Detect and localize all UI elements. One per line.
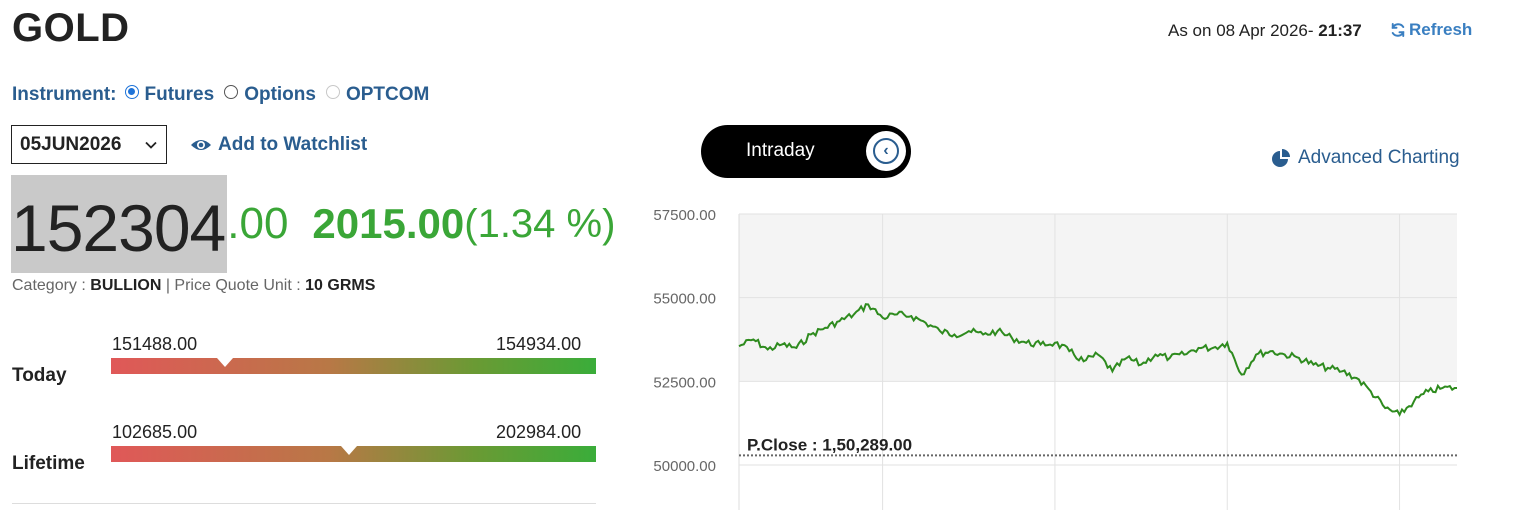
price-quote-unit-label: Price Quote Unit : <box>174 277 306 294</box>
optcom-radio[interactable] <box>325 85 340 99</box>
watchlist-label: Add to Watchlist <box>218 134 368 155</box>
divider <box>12 503 596 504</box>
chart-x-ticks: 11:30 14:30 17:30 20:30 <box>864 507 1418 510</box>
today-high: 154934.00 <box>496 334 582 354</box>
chart-y-ticks: 57500.00 55000.00 52500.00 50000.00 <box>653 207 716 475</box>
last-price-decimal: .00 <box>227 199 289 248</box>
chart-y-tick-label: 52500.00 <box>653 374 716 391</box>
chart-y-tick-label: 57500.00 <box>653 207 716 224</box>
refresh-icon <box>1391 23 1405 37</box>
lifetime-range-label: Lifetime <box>12 453 85 474</box>
category-label: Category : <box>12 277 91 294</box>
futures-label[interactable]: Futures <box>144 84 215 105</box>
previous-close-label: P.Close : 1,50,289.00 <box>747 435 912 454</box>
expiry-value: 05JUN2026 <box>20 133 122 155</box>
refresh-button[interactable]: Refresh <box>1389 20 1472 40</box>
instrument-selector: Instrument: Futures Options OPTCOM <box>12 84 431 106</box>
chart-x-tick-label: 17:30 <box>1208 507 1246 510</box>
today-range-bar <box>111 358 596 374</box>
chart-y-tick-label: 55000.00 <box>653 291 716 308</box>
expiry-select[interactable]: 05JUN2026 <box>11 125 167 164</box>
eye-icon <box>191 140 211 150</box>
price-change: 2015.00 <box>312 200 465 247</box>
today-range-label: Today <box>12 365 67 386</box>
lifetime-range-marker <box>340 446 357 455</box>
today-range-marker <box>216 358 233 367</box>
separator: | <box>161 277 175 294</box>
refresh-label: Refresh <box>1409 20 1473 39</box>
intraday-switch-button[interactable]: ‹ <box>866 131 906 171</box>
price-series-line <box>738 303 1457 418</box>
as-on-prefix: As on 08 Apr 2026- <box>1168 21 1319 40</box>
category-value: BULLION <box>90 277 162 294</box>
price-quote-unit-value: 10 GRMS <box>305 277 376 294</box>
lifetime-low: 102685.00 <box>112 422 198 442</box>
chart-x-tick-label: 20:30 <box>1381 507 1419 510</box>
options-radio[interactable] <box>224 85 239 99</box>
intraday-price-chart: 57500.00 55000.00 52500.00 50000.00 11:30 14… <box>653 207 1457 510</box>
last-price-integer: 152304 <box>11 175 228 273</box>
chart-x-tick-label: 14:30 <box>1036 507 1074 510</box>
lifetime-range-bar <box>111 446 596 462</box>
chart-plot-area-lower <box>739 381 1457 510</box>
advanced-charting-link[interactable]: Advanced Charting <box>1271 147 1460 169</box>
intraday-label: Intraday <box>746 140 815 161</box>
chevron-left-icon: ‹ <box>873 138 899 164</box>
today-low: 151488.00 <box>112 334 198 354</box>
chart-y-tick-label: 50000.00 <box>653 458 716 475</box>
category-info: Category : BULLION | Price Quote Unit : … <box>12 277 375 295</box>
instrument-label: Instrument: <box>12 84 117 105</box>
as-on-time: 21:37 <box>1318 21 1362 40</box>
chart-gridlines <box>738 213 1457 510</box>
pie-chart-icon <box>1272 149 1290 167</box>
price-change-percent: (1.34 %) <box>464 201 616 246</box>
futures-radio[interactable] <box>124 85 139 99</box>
advanced-charting-label: Advanced Charting <box>1298 147 1460 168</box>
lifetime-high: 202984.00 <box>496 422 582 442</box>
chart-x-tick-label: 11:30 <box>864 507 900 510</box>
page-title: GOLD <box>12 6 130 50</box>
add-to-watchlist-button[interactable]: Add to Watchlist <box>190 134 367 156</box>
chevron-down-icon <box>145 141 157 149</box>
price-display: 152304 .00 2015.00 (1.34 %) <box>11 175 615 273</box>
intraday-toggle[interactable]: Intraday ‹ <box>701 125 911 178</box>
as-on-timestamp: As on 08 Apr 2026- 21:37 <box>1168 21 1362 41</box>
optcom-label[interactable]: OPTCOM <box>345 84 430 105</box>
options-label[interactable]: Options <box>244 84 316 105</box>
